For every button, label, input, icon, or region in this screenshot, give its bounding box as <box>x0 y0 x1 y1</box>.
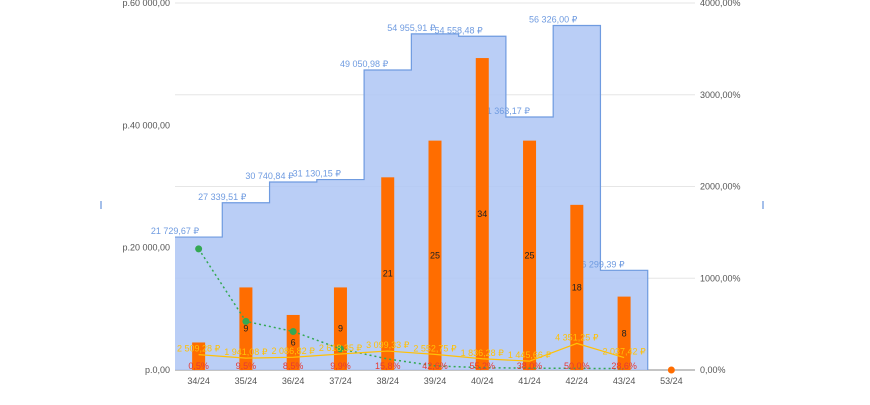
cost-value-label: 2 618,35 ₽ <box>319 343 363 353</box>
right-axis-tick-label: 2000,00% <box>700 182 741 192</box>
percent-line-point <box>336 345 344 353</box>
count-bar-label: 8 <box>622 328 627 338</box>
count-bar <box>239 287 253 370</box>
count-bar-label: 21 <box>383 269 393 279</box>
percent-line-point <box>242 317 250 325</box>
count-bar-label: 6 <box>291 337 296 347</box>
percent-line-point <box>289 327 297 335</box>
cost-value-label: 2 037,42 ₽ <box>602 347 646 357</box>
area-value-label: 31 130,15 ₽ <box>293 169 342 179</box>
right-axis-tick-label: 4000,00% <box>700 0 741 8</box>
area-value-label: 56 326,00 ₽ <box>529 14 578 24</box>
x-axis-tick-label: 36/24 <box>282 376 305 386</box>
count-bar <box>192 342 206 370</box>
x-axis-tick-label: 42/24 <box>566 376 589 386</box>
percent-value-label: 28,6% <box>611 361 637 371</box>
percent-value-label: 0,5% <box>188 361 209 371</box>
x-axis-tick-label: 43/24 <box>613 376 636 386</box>
percent-value-label: 55,2% <box>470 361 496 371</box>
area-value-label: 21 729,67 ₽ <box>151 226 200 236</box>
last-category-marker <box>667 366 675 374</box>
percent-line <box>198 248 625 370</box>
percent-value-label: 42,6% <box>422 361 448 371</box>
count-bar <box>475 58 489 371</box>
cost-line <box>198 342 625 362</box>
area-value-label: 49 050,98 ₽ <box>340 59 389 69</box>
percent-value-label: 8,5% <box>283 361 304 371</box>
cost-value-label: 1 941,08 ₽ <box>224 347 268 357</box>
area-value-label: 16 299,39 ₽ <box>576 259 625 269</box>
percent-value-label: 50,0% <box>564 361 590 371</box>
count-bar-label: 18 <box>572 282 582 292</box>
left-axis-tick-label: p.20 000,00 <box>122 243 170 253</box>
cost-value-label: 2 552,75 ₽ <box>413 343 457 353</box>
percent-line-point <box>195 245 203 253</box>
count-bar <box>523 140 537 370</box>
area-value-label: 54 558,48 ₽ <box>435 25 484 35</box>
area-value-label: 30 740,84 ₽ <box>245 171 294 181</box>
right-axis-tick-label: 0,00% <box>700 365 726 375</box>
x-axis-tick-label: 35/24 <box>235 376 258 386</box>
percent-value-label: 9,9% <box>330 361 351 371</box>
left-axis-tick-label: p.60 000,00 <box>122 0 170 8</box>
count-bar-label: 25 <box>430 250 440 260</box>
x-axis-tick-label: 39/24 <box>424 376 447 386</box>
count-bar <box>286 314 300 370</box>
x-axis-tick-label: 34/24 <box>187 376 210 386</box>
left-axis-tick-label: p.40 000,00 <box>122 120 170 130</box>
count-bar <box>428 140 442 370</box>
count-bar-label: 25 <box>525 250 535 260</box>
cost-value-label: 2 086,82 ₽ <box>272 346 316 356</box>
x-axis-tick-label: 37/24 <box>329 376 352 386</box>
cost-value-label: 1 445,66 ₽ <box>508 350 552 360</box>
count-bar <box>617 296 631 370</box>
cost-value-label: 2 509,28 ₽ <box>177 344 221 354</box>
percent-value-label: 15,8% <box>375 361 401 371</box>
right-axis-tick-label: 1000,00% <box>700 273 741 283</box>
x-axis-tick-label: 41/24 <box>518 376 541 386</box>
cost-value-label: 4 351,25 ₽ <box>555 332 599 342</box>
x-axis-tick-label: 53/24 <box>660 376 683 386</box>
count-bar <box>570 204 584 370</box>
x-axis-tick-label: 38/24 <box>376 376 399 386</box>
count-bar-label: 9 <box>243 324 248 334</box>
count-bar-label: 34 <box>477 209 487 219</box>
cost-value-label: 3 099,33 ₽ <box>366 340 410 350</box>
area-value-label: 41 363,17 ₽ <box>482 106 531 116</box>
count-bar-label: 9 <box>338 324 343 334</box>
x-axis-tick-label: 40/24 <box>471 376 494 386</box>
area-value-label: 54 955,91 ₽ <box>387 23 436 33</box>
area-series-line <box>175 24 649 370</box>
right-axis-tick-label: 3000,00% <box>700 90 741 100</box>
left-axis-tick-label: p.0,00 <box>145 365 170 375</box>
area-value-label: 27 339,51 ₽ <box>198 192 247 202</box>
count-bar <box>381 177 395 370</box>
percent-value-label: 9,5% <box>236 361 257 371</box>
percent-value-label: 38,0% <box>517 361 543 371</box>
cost-value-label: 1 836,28 ₽ <box>461 348 505 358</box>
